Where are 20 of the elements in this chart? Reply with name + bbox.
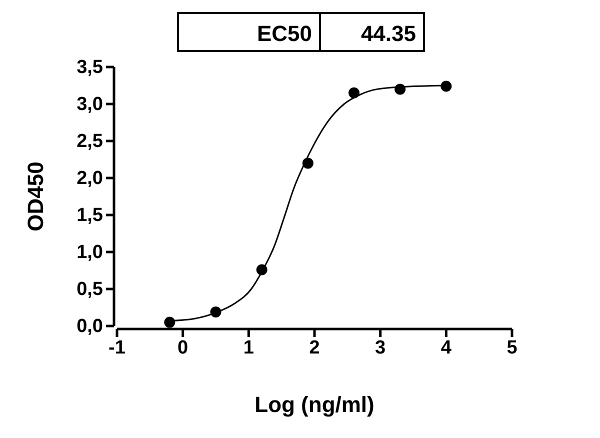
x-tick-label: 5 <box>506 337 518 358</box>
x-tick-label: 3 <box>375 337 386 358</box>
x-axis-title: Log (ng/ml) <box>254 392 374 417</box>
x-tick-label: 0 <box>178 337 188 358</box>
x-tick-label: 4 <box>440 337 452 358</box>
y-tick-label: 3,0 <box>76 94 103 116</box>
y-tick-label: 2,0 <box>76 168 103 190</box>
y-tick-label: 3,5 <box>76 57 104 78</box>
y-tick-label: 1,5 <box>76 205 104 226</box>
y-tick-label: 0,5 <box>76 279 104 300</box>
y-axis-title: OD450 <box>23 162 48 232</box>
x-tick-label: 1 <box>243 337 254 358</box>
point <box>440 80 452 92</box>
x-tick-label: -1 <box>108 337 126 358</box>
y-tick-label: 1,0 <box>76 242 103 264</box>
annotation-table: EC50 44.35 <box>177 12 425 52</box>
x-tick-label: 2 <box>309 337 320 358</box>
y-tick-label: 2,5 <box>76 131 104 152</box>
point <box>164 316 176 328</box>
y-tick-label: 0,0 <box>76 316 103 338</box>
